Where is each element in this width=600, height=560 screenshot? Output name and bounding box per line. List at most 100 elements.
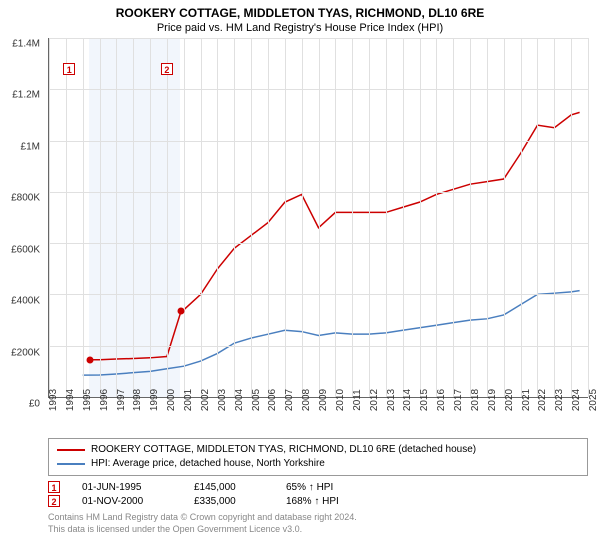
x-tick-label: 1994: [65, 389, 76, 411]
y-tick-label: £600K: [11, 244, 40, 255]
x-tick-label: 2012: [369, 389, 380, 411]
sale-row-marker: 1: [48, 481, 60, 493]
legend-label: HPI: Average price, detached house, Nort…: [91, 457, 325, 471]
grid-line-x: [133, 38, 134, 397]
x-tick-label: 2022: [537, 389, 548, 411]
y-tick-label: £400K: [11, 296, 40, 307]
x-tick-label: 1999: [149, 389, 160, 411]
x-tick-label: 1997: [116, 389, 127, 411]
grid-line-x: [184, 38, 185, 397]
grid-line-x: [571, 38, 572, 397]
grid-line-x: [369, 38, 370, 397]
grid-line-x: [470, 38, 471, 397]
grid-line-x: [588, 38, 589, 397]
legend-item: ROOKERY COTTAGE, MIDDLETON TYAS, RICHMON…: [57, 443, 579, 457]
grid-line-x: [352, 38, 353, 397]
x-tick-label: 2019: [487, 389, 498, 411]
grid-line-x: [100, 38, 101, 397]
x-tick-label: 2002: [200, 389, 211, 411]
grid-line-x: [234, 38, 235, 397]
grid-line-x: [201, 38, 202, 397]
x-tick-label: 2017: [453, 389, 464, 411]
x-tick-label: 2016: [436, 389, 447, 411]
x-tick-label: 2001: [183, 389, 194, 411]
y-tick-label: £1.4M: [12, 39, 40, 50]
x-tick-label: 2003: [217, 389, 228, 411]
x-tick-label: 2009: [318, 389, 329, 411]
sale-date: 01-JUN-1995: [82, 482, 172, 493]
grid-line-x: [150, 38, 151, 397]
x-tick-label: 1998: [132, 389, 143, 411]
footer-attribution: Contains HM Land Registry data © Crown c…: [48, 512, 588, 535]
footer-line-2: This data is licensed under the Open Gov…: [48, 524, 588, 536]
y-axis-labels: £0£200K£400K£600K£800K£1M£1.2M£1.4M: [0, 44, 44, 404]
grid-line-x: [521, 38, 522, 397]
x-tick-label: 1995: [82, 389, 93, 411]
x-axis-labels: 1993199419951996199719981999200020012002…: [48, 398, 588, 432]
grid-line-x: [268, 38, 269, 397]
x-tick-label: 2006: [267, 389, 278, 411]
y-tick-label: £1M: [21, 141, 40, 152]
sale-row: 1 01-JUN-1995 £145,000 65% ↑ HPI: [48, 480, 588, 494]
grid-line-x: [487, 38, 488, 397]
sale-point-2: [178, 308, 185, 315]
x-tick-label: 2021: [521, 389, 532, 411]
sale-price: £145,000: [194, 482, 264, 493]
legend-swatch: [57, 449, 85, 451]
x-tick-label: 2007: [284, 389, 295, 411]
grid-line-x: [386, 38, 387, 397]
sales-table: 1 01-JUN-1995 £145,000 65% ↑ HPI 2 01-NOV-200…: [48, 480, 588, 508]
grid-line-x: [436, 38, 437, 397]
legend-item: HPI: Average price, detached house, Nort…: [57, 457, 579, 471]
y-tick-label: £200K: [11, 347, 40, 358]
sale-price: £335,000: [194, 496, 264, 507]
series-hpi: [83, 291, 580, 376]
sale-row-marker: 2: [48, 495, 60, 507]
chart-subtitle: Price paid vs. HM Land Registry's House …: [0, 20, 600, 38]
grid-line-x: [335, 38, 336, 397]
grid-line-x: [167, 38, 168, 397]
grid-line-x: [302, 38, 303, 397]
grid-line-x: [453, 38, 454, 397]
x-tick-label: 2000: [166, 389, 177, 411]
grid-line-x: [420, 38, 421, 397]
x-tick-label: 2023: [554, 389, 565, 411]
sale-marker-label-2: 2: [161, 63, 173, 75]
chart-plot-area: 12: [48, 38, 588, 398]
grid-line-x: [116, 38, 117, 397]
sale-marker-label-1: 1: [63, 63, 75, 75]
x-tick-label: 2024: [571, 389, 582, 411]
y-tick-label: £1.2M: [12, 90, 40, 101]
y-tick-label: £800K: [11, 193, 40, 204]
x-tick-label: 2011: [352, 389, 363, 411]
x-tick-label: 2005: [251, 389, 262, 411]
x-tick-label: 1993: [48, 389, 59, 411]
grid-line-x: [217, 38, 218, 397]
sale-row: 201-NOV-2000£335,000168% ↑ HPI: [48, 494, 588, 508]
grid-line-x: [66, 38, 67, 397]
sale-pct: 65% ↑ HPI: [286, 482, 333, 493]
sale-date: 01-NOV-2000: [82, 496, 172, 507]
x-tick-label: 2025: [588, 389, 599, 411]
grid-line-x: [251, 38, 252, 397]
grid-line-x: [504, 38, 505, 397]
y-tick-label: £0: [29, 399, 40, 410]
x-tick-label: 1996: [99, 389, 110, 411]
x-tick-label: 2004: [234, 389, 245, 411]
legend-label: ROOKERY COTTAGE, MIDDLETON TYAS, RICHMON…: [91, 443, 476, 457]
grid-line-x: [403, 38, 404, 397]
x-tick-label: 2018: [470, 389, 481, 411]
x-tick-label: 2020: [504, 389, 515, 411]
legend-swatch: [57, 463, 85, 465]
footer-line-1: Contains HM Land Registry data © Crown c…: [48, 512, 588, 524]
x-tick-label: 2008: [301, 389, 312, 411]
legend: ROOKERY COTTAGE, MIDDLETON TYAS, RICHMON…: [48, 438, 588, 476]
chart-title: ROOKERY COTTAGE, MIDDLETON TYAS, RICHMON…: [0, 0, 600, 20]
grid-line-x: [537, 38, 538, 397]
x-tick-label: 2014: [402, 389, 413, 411]
grid-line-x: [49, 38, 50, 397]
grid-line-x: [83, 38, 84, 397]
grid-line-x: [285, 38, 286, 397]
x-tick-label: 2013: [386, 389, 397, 411]
grid-line-x: [554, 38, 555, 397]
